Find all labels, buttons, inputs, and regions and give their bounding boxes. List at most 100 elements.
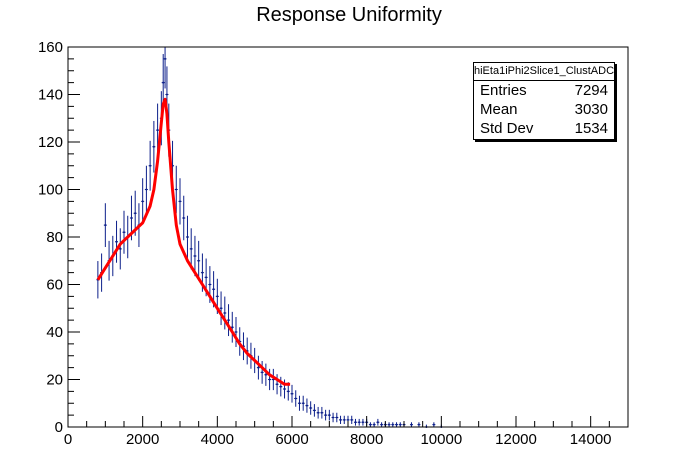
- data-point: [268, 378, 271, 381]
- data-point: [190, 247, 193, 250]
- data-point: [305, 404, 308, 407]
- data-point: [130, 217, 133, 219]
- data-point: [373, 423, 376, 426]
- data-point: [193, 255, 196, 257]
- x-tick-label: 10000: [420, 431, 462, 448]
- y-tick-label: 40: [46, 324, 63, 341]
- data-point: [197, 259, 200, 262]
- fit-curve: [96, 97, 291, 386]
- x-axis-ticks: [67, 416, 629, 427]
- data-point: [227, 319, 230, 322]
- y-tick-label: 100: [38, 182, 63, 199]
- data-point: [257, 366, 260, 369]
- data-point: [283, 388, 286, 390]
- data-point: [279, 385, 282, 388]
- data-point: [335, 416, 338, 419]
- data-point: [358, 421, 361, 424]
- data-point: [264, 373, 267, 376]
- data-point: [317, 411, 320, 414]
- data-point: [294, 397, 297, 400]
- data-point: [361, 421, 364, 424]
- y-tick-label: 160: [38, 39, 63, 56]
- y-tick-label: 80: [46, 229, 63, 246]
- data-point: [165, 93, 168, 96]
- data-point: [339, 418, 342, 421]
- data-point: [223, 312, 226, 314]
- data-point: [388, 423, 391, 426]
- data-point: [343, 418, 346, 421]
- data-point: [149, 164, 152, 167]
- data-point: [134, 212, 137, 215]
- x-tick-label: 6000: [275, 431, 308, 448]
- data-point: [235, 331, 237, 333]
- stats-row-mean: Mean 3030: [474, 100, 614, 119]
- chart-title: Response Uniformity: [256, 4, 442, 26]
- data-point: [115, 240, 118, 243]
- stats-value: 7294: [574, 82, 608, 99]
- stats-label: Mean: [480, 101, 518, 118]
- stats-histogram-name: hiEta1iPhi2Slice1_ClustADC: [474, 63, 614, 81]
- error-bars-layer: [96, 47, 443, 428]
- data-point: [354, 421, 357, 424]
- data-point: [376, 421, 379, 424]
- data-point: [391, 423, 394, 426]
- data-point: [182, 217, 185, 219]
- data-point: [328, 414, 331, 417]
- data-point: [104, 224, 107, 227]
- y-tick-label: 120: [38, 134, 63, 151]
- x-tick-label: 2000: [126, 431, 159, 448]
- data-point: [417, 423, 420, 426]
- stats-label: Entries: [480, 82, 527, 99]
- data-point: [369, 423, 372, 426]
- data-point: [220, 307, 223, 310]
- y-tick-label: 0: [55, 419, 63, 436]
- stats-label: Std Dev: [480, 120, 534, 137]
- data-point: [123, 231, 125, 234]
- data-point: [298, 402, 301, 405]
- data-point: [350, 418, 353, 421]
- data-point: [212, 288, 215, 291]
- y-tick-label: 140: [38, 87, 63, 104]
- stats-row-entries: Entries 7294: [474, 81, 614, 100]
- data-point: [276, 383, 279, 386]
- data-point: [410, 423, 413, 426]
- x-axis-tick-labels: 0 2000 4000 6000 8000 10000 12000 14000: [64, 431, 612, 448]
- data-point: [179, 200, 181, 203]
- data-point: [152, 145, 155, 148]
- data-point: [291, 392, 293, 395]
- data-point: [205, 276, 208, 279]
- data-point: [399, 423, 402, 426]
- data-point: [186, 236, 189, 238]
- data-point: [201, 271, 204, 274]
- y-tick-label: 20: [46, 372, 63, 389]
- data-point: [302, 402, 305, 405]
- stats-value: 1534: [574, 120, 608, 137]
- data-point: [313, 409, 316, 412]
- data-point: [324, 414, 327, 417]
- data-point: [175, 188, 178, 191]
- x-tick-label: 12000: [495, 431, 537, 448]
- data-point: [309, 407, 312, 409]
- x-tick-label: 8000: [350, 431, 383, 448]
- stats-value: 3030: [574, 101, 608, 118]
- data-point: [145, 188, 148, 191]
- stats-box: hiEta1iPhi2Slice1_ClustADC Entries 7294 …: [473, 62, 615, 140]
- data-point: [156, 129, 159, 132]
- x-tick-label: 0: [64, 431, 72, 448]
- data-point: [320, 411, 323, 414]
- y-axis-tick-labels: 0 20 40 60 80 100 120 140 160: [38, 39, 63, 436]
- x-tick-label: 14000: [570, 431, 612, 448]
- data-point: [208, 283, 211, 286]
- data-point: [287, 390, 290, 393]
- data-point: [395, 423, 398, 426]
- y-tick-label: 60: [46, 277, 63, 294]
- stats-row-stddev: Std Dev 1534: [474, 119, 614, 138]
- data-point: [119, 247, 122, 250]
- data-point: [164, 57, 167, 60]
- data-point: [261, 371, 264, 374]
- data-point: [432, 423, 435, 426]
- data-point: [216, 295, 219, 298]
- y-axis-ticks: [68, 46, 80, 428]
- data-point: [332, 416, 335, 419]
